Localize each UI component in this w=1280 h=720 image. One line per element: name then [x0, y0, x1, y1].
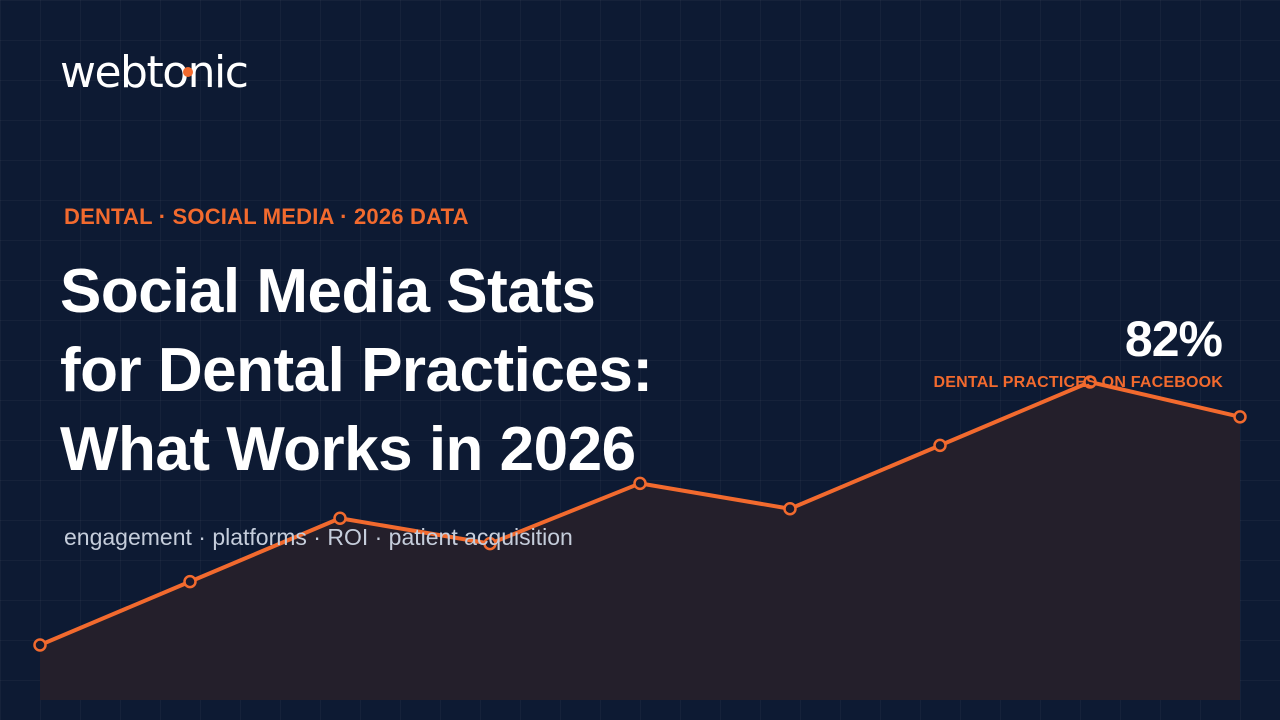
chart-point	[483, 536, 497, 551]
chart-point	[183, 574, 197, 589]
chart-point	[633, 476, 647, 491]
highlight-stat-label: DENTAL PRACTICES ON FACEBOOK	[933, 374, 1223, 391]
chart-point	[933, 438, 947, 453]
topic-subtitle: engagement · platforms · ROI · patient a…	[64, 524, 573, 550]
page-title: Social Media Stats for Dental Practices:…	[60, 252, 820, 489]
title-line: What Works in 2026	[60, 415, 636, 484]
eyebrow-tagline: DENTAL · SOCIAL MEDIA · 2026 DATA	[64, 204, 469, 229]
chart-point	[783, 501, 797, 516]
chart-area-fill	[40, 382, 1240, 700]
chart-point	[1233, 410, 1247, 424]
title-line: for Dental Practices:	[60, 336, 653, 405]
chart-point	[33, 638, 47, 652]
chart-point	[1083, 375, 1097, 389]
highlight-stat-value: 82%	[1124, 311, 1223, 367]
title-line: Social Media Stats	[60, 257, 596, 326]
logo-dot-icon	[183, 67, 193, 77]
webtonic-logo[interactable]: webtonic	[60, 46, 249, 98]
chart-point	[333, 511, 347, 526]
